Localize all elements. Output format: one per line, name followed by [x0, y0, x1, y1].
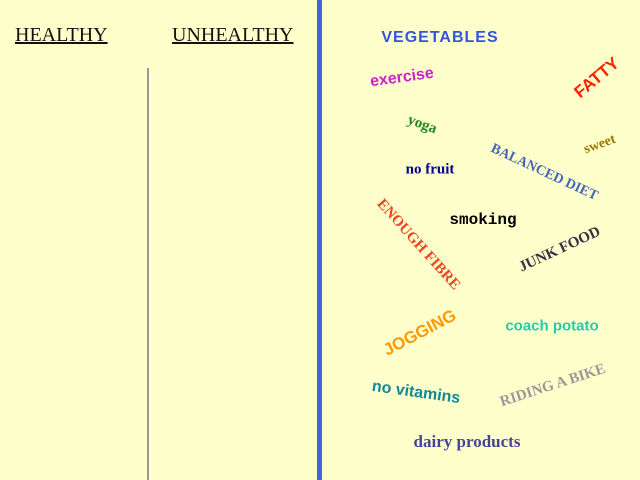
area-divider — [317, 0, 322, 480]
word-card[interactable]: FATTY — [570, 53, 623, 102]
word-card[interactable]: VEGETABLES — [381, 29, 499, 46]
word-card[interactable]: JUNK FOOD — [516, 223, 604, 276]
column-divider — [147, 68, 149, 480]
word-card[interactable]: BALANCED DIET — [488, 141, 601, 204]
word-card[interactable]: yoga — [405, 111, 440, 138]
word-card[interactable]: RIDING A BIKE — [498, 360, 608, 411]
column-header: HEALTHY — [15, 24, 108, 46]
word-card[interactable]: dairy products — [413, 432, 521, 451]
word-card[interactable]: JOGGING — [380, 305, 460, 360]
word-card[interactable]: no fruit — [405, 161, 455, 178]
word-card[interactable]: no vitamins — [370, 377, 462, 408]
column-header: UNHEALTHY — [172, 24, 294, 46]
word-card[interactable]: exercise — [369, 64, 435, 91]
word-card[interactable]: smoking — [449, 211, 517, 229]
word-card[interactable]: coach potato — [505, 317, 599, 335]
word-card[interactable]: sweet — [581, 131, 618, 158]
